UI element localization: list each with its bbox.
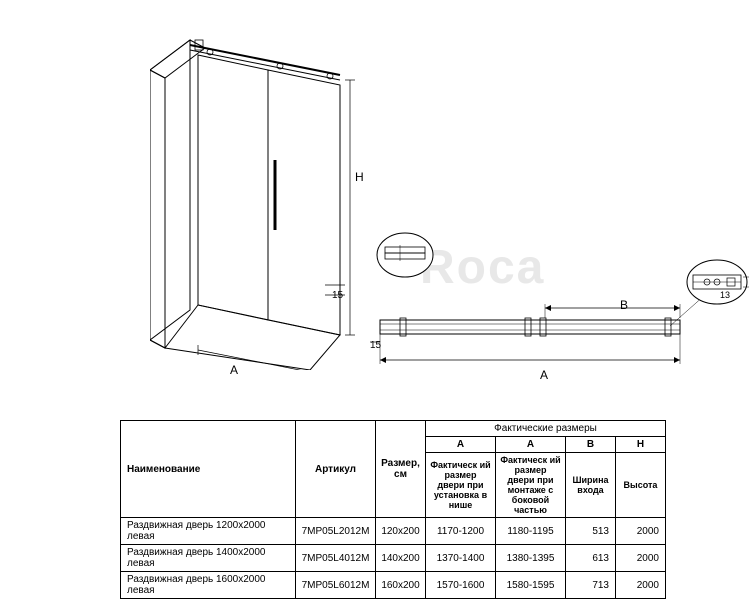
- cell-fa1: 1370-1400: [426, 545, 496, 572]
- cell-size: 140x200: [376, 545, 426, 572]
- col-header-a1-desc: Фактическ ий размер двери при установка …: [426, 453, 496, 518]
- cell-b: 713: [566, 572, 616, 599]
- col-header-h-desc: Высота: [616, 453, 666, 518]
- cell-fa1: 1570-1600: [426, 572, 496, 599]
- dimension-a-top-label: A: [540, 368, 548, 382]
- cell-article: 7MP05L4012M: [296, 545, 376, 572]
- cell-size: 160x200: [376, 572, 426, 599]
- dimension-13-label: 13: [720, 290, 730, 300]
- table-row: Раздвижная дверь 1200x2000 левая 7MP05L2…: [121, 518, 666, 545]
- dimension-a-iso-label: A: [230, 363, 238, 377]
- cell-b: 613: [566, 545, 616, 572]
- cell-h: 2000: [616, 545, 666, 572]
- col-header-b: B: [566, 437, 616, 453]
- cell-fa2: 1180-1195: [496, 518, 566, 545]
- col-header-fact-merged: Фактические размеры: [426, 421, 666, 437]
- cell-name: Раздвижная дверь 1200x2000 левая: [121, 518, 296, 545]
- col-header-a1: A: [426, 437, 496, 453]
- cell-b: 513: [566, 518, 616, 545]
- col-header-h: H: [616, 437, 666, 453]
- col-header-a2-desc: Фактическ ий размер двери при монтаже с …: [496, 453, 566, 518]
- specification-table: Наименование Артикул Размер, см Фактичес…: [120, 420, 666, 599]
- col-header-article: Артикул: [296, 421, 376, 518]
- diagram-area: Roca: [0, 0, 753, 420]
- cell-name: Раздвижная дверь 1600x2000 левая: [121, 572, 296, 599]
- col-header-b-desc: Ширина входа: [566, 453, 616, 518]
- col-header-name: Наименование: [121, 421, 296, 518]
- dimension-h-label: H: [355, 170, 364, 184]
- col-header-size: Размер, см: [376, 421, 426, 518]
- cell-fa2: 1580-1595: [496, 572, 566, 599]
- cell-article: 7MP05L2012M: [296, 518, 376, 545]
- dimension-15-top-label: 15: [370, 340, 381, 351]
- cell-fa1: 1170-1200: [426, 518, 496, 545]
- cell-h: 2000: [616, 518, 666, 545]
- detail-circle-left: [375, 225, 435, 285]
- table-row: Раздвижная дверь 1600x2000 левая 7MP05L6…: [121, 572, 666, 599]
- isometric-door-drawing: [150, 30, 370, 370]
- cell-size: 120x200: [376, 518, 426, 545]
- col-header-a2: A: [496, 437, 566, 453]
- cell-h: 2000: [616, 572, 666, 599]
- dimension-b-label: B: [620, 298, 628, 312]
- detail-circle-right: [685, 255, 750, 310]
- table-row: Раздвижная дверь 1400x2000 левая 7MP05L4…: [121, 545, 666, 572]
- cell-name: Раздвижная дверь 1400x2000 левая: [121, 545, 296, 572]
- cell-article: 7MP05L6012M: [296, 572, 376, 599]
- watermark-text: Roca: [420, 240, 545, 295]
- dimension-15-iso-label: 15: [332, 290, 343, 301]
- cell-fa2: 1380-1395: [496, 545, 566, 572]
